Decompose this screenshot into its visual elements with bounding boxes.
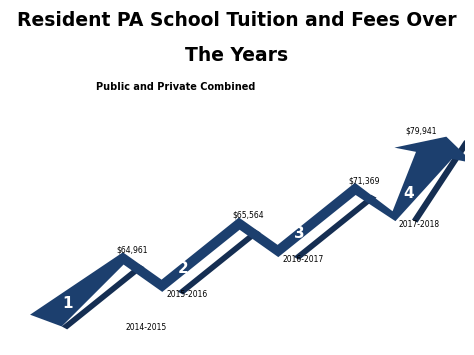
Polygon shape (412, 140, 470, 223)
Polygon shape (62, 264, 145, 329)
Text: Resident PA School Tuition and Fees Over: Resident PA School Tuition and Fees Over (17, 11, 457, 30)
Text: Public and Private Combined: Public and Private Combined (96, 82, 255, 92)
Polygon shape (30, 137, 474, 327)
Text: $71,369: $71,369 (348, 176, 380, 185)
Text: The Years: The Years (185, 46, 289, 65)
Text: 2014-2015: 2014-2015 (126, 323, 167, 332)
Text: 2017-2018: 2017-2018 (399, 220, 440, 229)
Text: 4: 4 (403, 186, 414, 201)
Text: 1: 1 (62, 296, 73, 311)
Text: 2016-2017: 2016-2017 (283, 255, 324, 264)
Text: 2015-2016: 2015-2016 (166, 289, 208, 299)
Text: $79,941: $79,941 (405, 126, 437, 135)
Text: 3: 3 (294, 226, 305, 241)
Polygon shape (294, 195, 376, 260)
Text: 2: 2 (178, 261, 189, 276)
Text: $64,961: $64,961 (117, 246, 148, 255)
Text: $65,564: $65,564 (232, 211, 264, 220)
Polygon shape (178, 230, 261, 295)
